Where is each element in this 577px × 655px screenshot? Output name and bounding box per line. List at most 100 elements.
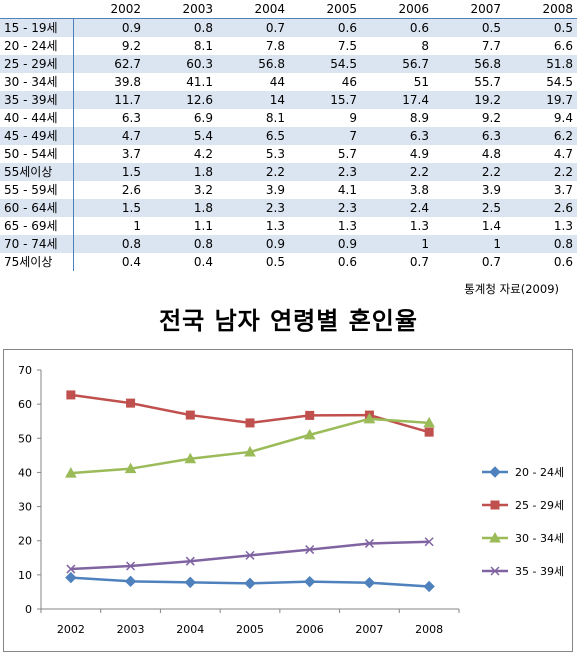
rate-cell: 2.2	[433, 163, 505, 181]
rate-cell: 46	[289, 73, 361, 91]
x-tick-label: 2002	[57, 623, 85, 636]
rate-cell: 9.2	[433, 109, 505, 127]
rate-cell: 0.5	[433, 18, 505, 37]
legend-marker	[490, 566, 500, 576]
rate-cell: 2.5	[433, 199, 505, 217]
age-group-label: 65 - 69세	[0, 217, 74, 235]
data-point-marker	[245, 550, 255, 560]
rate-cell: 0.6	[505, 253, 577, 271]
data-point-marker	[244, 577, 256, 590]
age-group-label: 55세이상	[0, 163, 74, 181]
rate-cell: 1.3	[505, 217, 577, 235]
data-point-marker	[363, 577, 376, 589]
rate-cell: 0.9	[217, 235, 289, 253]
x-tick-label: 2006	[296, 623, 324, 636]
rate-cell: 4.2	[145, 145, 217, 163]
table-row: 60 - 64세 1.5 1.8 2.3 2.3 2.4 2.5 2.6	[0, 199, 577, 217]
rate-cell: 2.2	[361, 163, 433, 181]
age-group-label: 70 - 74세	[0, 235, 74, 253]
y-tick-label: 0	[25, 603, 32, 616]
rate-cell: 1.8	[145, 163, 217, 181]
rate-cell: 0.6	[289, 253, 361, 271]
legend-marker	[490, 500, 500, 510]
rate-cell: 0.6	[361, 18, 433, 37]
rate-cell: 3.7	[73, 145, 145, 163]
age-group-label: 45 - 49세	[0, 127, 74, 145]
data-point-marker	[65, 571, 77, 584]
rate-cell: 1.5	[73, 163, 145, 181]
rate-cell: 0.4	[73, 253, 145, 271]
table-row: 70 - 74세 0.8 0.8 0.9 0.9 1 1 0.8	[0, 235, 577, 253]
header-year: 2007	[433, 0, 505, 19]
rate-cell: 8.9	[361, 109, 433, 127]
age-group-label: 55 - 59세	[0, 181, 74, 199]
rate-cell: 12.6	[145, 91, 217, 109]
rate-cell: 0.8	[505, 235, 577, 253]
rate-cell: 2.4	[361, 199, 433, 217]
rate-cell: 54.5	[289, 55, 361, 73]
rate-cell: 56.8	[433, 55, 505, 73]
rate-cell: 1.3	[289, 217, 361, 235]
header-year: 2005	[289, 0, 361, 19]
rate-cell: 6.2	[505, 127, 577, 145]
rate-cell: 0.8	[73, 235, 145, 253]
data-point-marker	[66, 390, 76, 400]
age-group-label: 50 - 54세	[0, 145, 74, 163]
data-point-marker	[185, 556, 195, 566]
rate-cell: 1.5	[73, 199, 145, 217]
age-group-label: 15 - 19세	[0, 18, 74, 37]
rate-cell: 54.5	[505, 73, 577, 91]
rate-cell: 0.6	[289, 18, 361, 37]
data-point-marker	[245, 418, 255, 428]
x-tick-label: 2004	[176, 623, 204, 636]
table-row: 35 - 39세 11.7 12.6 14 15.7 17.4 19.2 19.7	[0, 91, 577, 109]
rate-cell: 44	[217, 73, 289, 91]
age-group-label: 20 - 24세	[0, 37, 74, 55]
rate-cell: 3.7	[505, 181, 577, 199]
line-chart: 0 10 20 30 40 50 60 70 2002 2003 2004 2005 2006 2007 2…	[18, 364, 564, 636]
rate-cell: 2.2	[217, 163, 289, 181]
y-tick-label: 30	[18, 501, 32, 514]
table-row: 20 - 24세 9.2 8.1 7.8 7.5 8 7.7 6.6	[0, 37, 577, 55]
rate-cell: 3.9	[433, 181, 505, 199]
header-corner	[0, 0, 73, 19]
rate-cell: 0.4	[145, 253, 217, 271]
y-tick-label: 50	[18, 432, 32, 445]
rate-cell: 56.8	[217, 55, 289, 73]
rate-cell: 60.3	[145, 55, 217, 73]
age-group-label: 30 - 34세	[0, 73, 74, 91]
data-point-marker	[303, 428, 316, 440]
age-group-label: 35 - 39세	[0, 91, 74, 109]
rate-cell: 7	[289, 127, 361, 145]
rate-cell: 5.3	[217, 145, 289, 163]
rate-cell: 1.1	[145, 217, 217, 235]
rate-cell: 0.5	[505, 18, 577, 37]
rate-cell: 9.4	[505, 109, 577, 127]
rate-cell: 1	[361, 235, 433, 253]
marriage-rate-table: 2002 2003 2004 2005 2006 2007 2008 15 - 19세 0.9…	[0, 0, 577, 271]
rate-cell: 19.7	[505, 91, 577, 109]
legend-label: 30 - 34세	[515, 532, 564, 545]
data-point-marker	[304, 575, 316, 588]
rate-cell: 2.2	[505, 163, 577, 181]
rate-cell: 3.2	[145, 181, 217, 199]
table-row: 75세이상 0.4 0.4 0.5 0.6 0.7 0.7 0.6	[0, 253, 577, 271]
age-group-label: 25 - 29세	[0, 55, 74, 73]
rate-cell: 19.2	[433, 91, 505, 109]
rate-cell: 2.6	[73, 181, 145, 199]
legend-label: 25 - 29세	[515, 499, 564, 512]
legend-marker	[489, 531, 501, 543]
table-row: 45 - 49세 4.7 5.4 6.5 7 6.3 6.3 6.2	[0, 127, 577, 145]
table-body: 15 - 19세 0.9 0.8 0.7 0.6 0.6 0.5 0.5 20 - 24세 9.2…	[0, 18, 577, 271]
table-row: 55 - 59세 2.6 3.2 3.9 4.1 3.8 3.9 3.7	[0, 181, 577, 199]
rate-cell: 7.7	[433, 37, 505, 55]
legend-label: 35 - 39세	[515, 565, 564, 578]
rate-cell: 0.8	[145, 18, 217, 37]
data-point-marker	[424, 427, 434, 437]
data-point-marker	[363, 412, 376, 424]
legend-label: 20 - 24세	[515, 466, 564, 479]
x-tick-label: 2005	[236, 623, 264, 636]
rate-cell: 1.3	[361, 217, 433, 235]
age-group-label: 75세이상	[0, 253, 74, 271]
table-row: 65 - 69세 1 1.1 1.3 1.3 1.3 1.4 1.3	[0, 217, 577, 235]
